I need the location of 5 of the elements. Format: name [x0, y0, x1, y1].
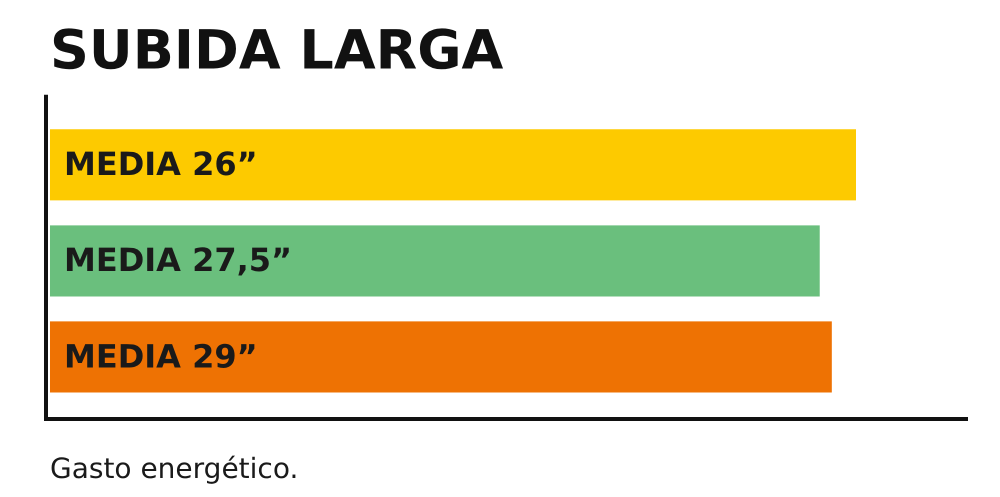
x-axis-title: Gasto energético.	[50, 452, 298, 485]
y-tick-label: MEDIA 27,5”	[64, 241, 292, 280]
y-tick-label: MEDIA 29”	[64, 337, 258, 376]
y-tick-label: MEDIA 26”	[64, 145, 258, 184]
chart-title: SUBIDA LARGA	[50, 18, 504, 82]
